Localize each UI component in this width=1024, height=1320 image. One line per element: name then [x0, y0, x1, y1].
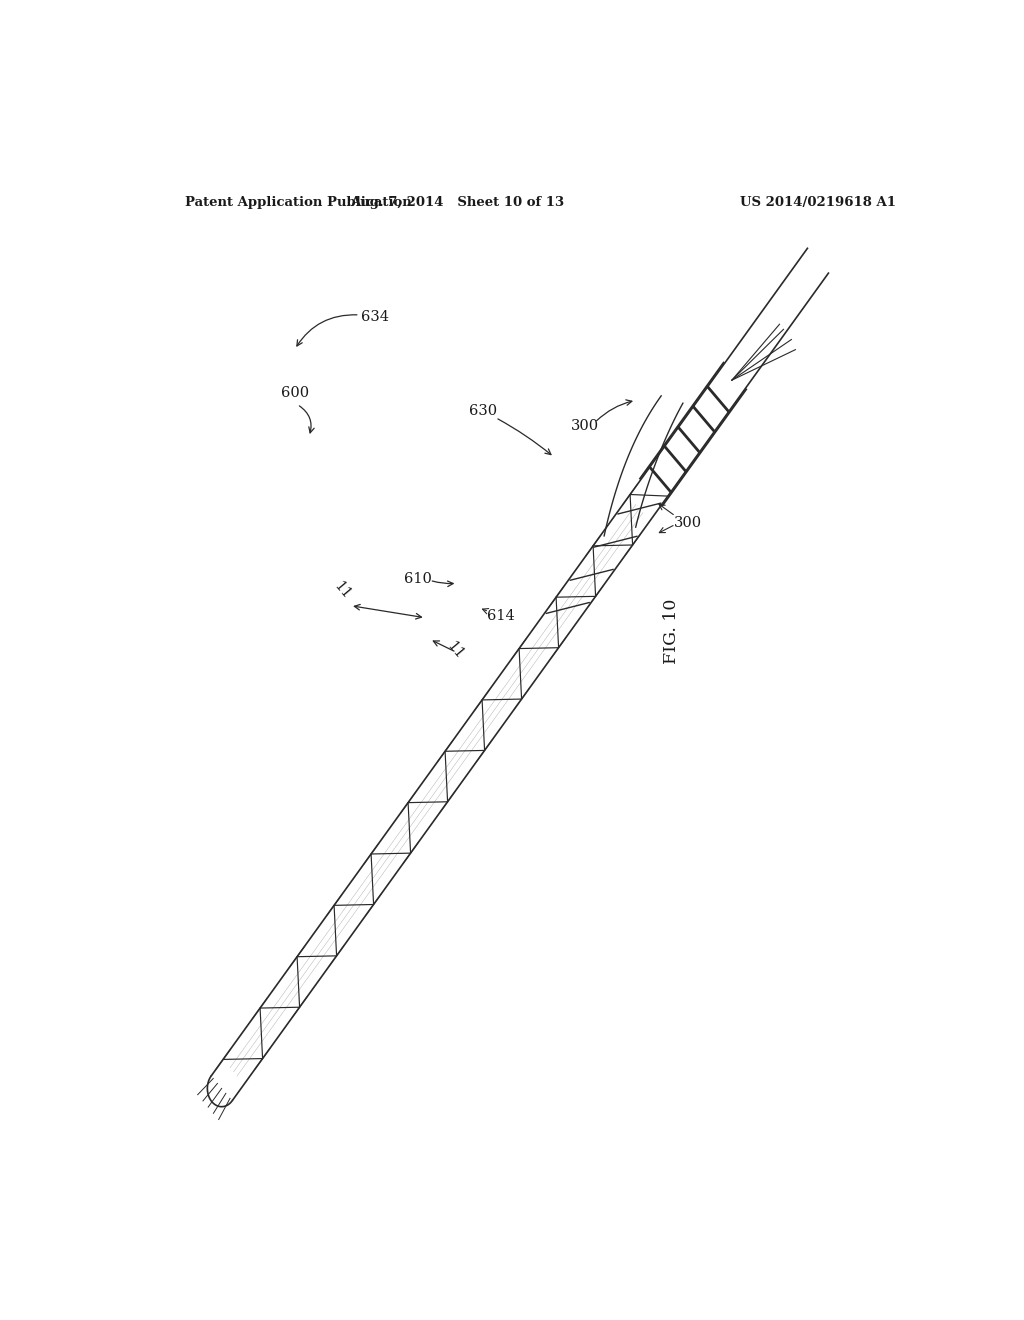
Text: 600: 600: [282, 387, 309, 400]
Text: FIG. 10: FIG. 10: [664, 598, 680, 664]
Text: 300: 300: [674, 516, 702, 531]
Text: 634: 634: [360, 310, 388, 323]
Text: 300: 300: [570, 418, 599, 433]
Text: 11: 11: [331, 578, 353, 602]
Text: Patent Application Publication: Patent Application Publication: [185, 195, 412, 209]
Text: 614: 614: [486, 609, 514, 623]
Text: Aug. 7, 2014   Sheet 10 of 13: Aug. 7, 2014 Sheet 10 of 13: [350, 195, 564, 209]
Text: 610: 610: [404, 573, 432, 586]
Text: US 2014/0219618 A1: US 2014/0219618 A1: [740, 195, 896, 209]
Text: 11: 11: [443, 639, 466, 661]
Text: 630: 630: [469, 404, 498, 417]
